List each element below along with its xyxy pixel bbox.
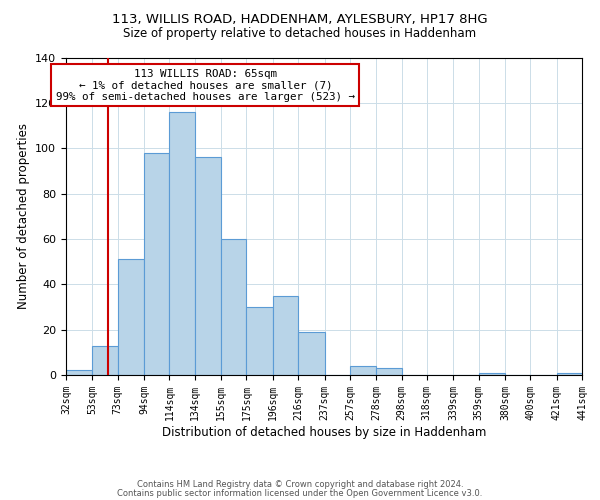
Bar <box>479 372 505 375</box>
Bar <box>144 153 169 375</box>
Text: 113 WILLIS ROAD: 65sqm
← 1% of detached houses are smaller (7)
99% of semi-detac: 113 WILLIS ROAD: 65sqm ← 1% of detached … <box>56 68 355 102</box>
Bar <box>298 332 325 375</box>
Bar <box>247 307 273 375</box>
Y-axis label: Number of detached properties: Number of detached properties <box>17 123 29 309</box>
Bar <box>194 158 221 375</box>
Text: Contains public sector information licensed under the Open Government Licence v3: Contains public sector information licen… <box>118 488 482 498</box>
Bar <box>66 370 92 375</box>
Bar <box>221 239 247 375</box>
Bar <box>169 112 194 375</box>
Text: Size of property relative to detached houses in Haddenham: Size of property relative to detached ho… <box>124 28 476 40</box>
Bar <box>92 346 118 375</box>
Bar <box>350 366 376 375</box>
Bar <box>118 260 144 375</box>
Text: 113, WILLIS ROAD, HADDENHAM, AYLESBURY, HP17 8HG: 113, WILLIS ROAD, HADDENHAM, AYLESBURY, … <box>112 12 488 26</box>
Text: Contains HM Land Registry data © Crown copyright and database right 2024.: Contains HM Land Registry data © Crown c… <box>137 480 463 489</box>
Bar <box>273 296 298 375</box>
Bar <box>376 368 401 375</box>
X-axis label: Distribution of detached houses by size in Haddenham: Distribution of detached houses by size … <box>162 426 486 438</box>
Bar <box>557 372 582 375</box>
